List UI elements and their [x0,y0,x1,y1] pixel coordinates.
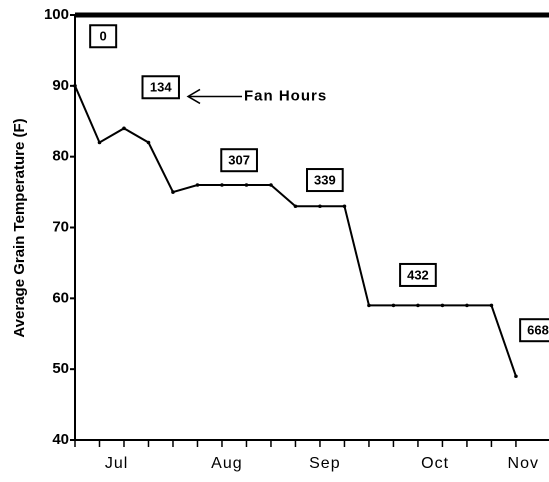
x-tick-label: Oct [421,455,449,472]
data-point [489,303,494,308]
data-point [220,183,224,187]
data-point [122,126,126,131]
label-box [220,148,258,173]
fan-hours-label: 307 [228,153,250,168]
data-point [318,204,322,209]
y-tick-label: 60 [52,289,69,306]
data-point [293,204,298,209]
label-box [306,168,344,193]
label-box [89,24,118,49]
label-box [519,318,549,343]
data-point [391,303,396,308]
data-point [73,84,77,88]
y-tick-label: 70 [52,218,69,235]
data-point [440,303,445,308]
arrow-head [186,88,201,105]
y-tick-label: 50 [52,360,69,377]
x-tick-label: Aug [211,455,242,472]
data-point [195,183,200,187]
data-point [269,183,273,187]
y-tick-label: 80 [52,148,69,165]
fan-hours-label: 339 [314,172,336,187]
fan-hours-label: 432 [407,267,429,282]
fan-hours-label: 668 [527,323,549,338]
y-tick-label: 100 [44,6,69,23]
callout-label: Fan Hours [244,87,327,104]
data-point [416,303,420,308]
data-point [514,374,518,379]
data-point [465,303,469,308]
data-point [171,190,175,194]
fan-hours-label: 134 [150,80,172,95]
data-line [74,85,517,377]
data-point [244,183,249,187]
y-tick-label: 40 [52,431,69,448]
fan-hours-label: 0 [100,29,107,44]
data-point [367,303,371,308]
data-point [97,140,102,145]
x-tick-label: Nov [508,455,539,472]
y-axis-label: Average Grain Temperature (F) [11,118,28,337]
data-point [342,204,347,209]
x-tick-label: Sep [309,455,340,472]
y-tick-label: 90 [52,77,69,94]
label-box [399,262,437,287]
x-tick-label: Jul [105,455,128,472]
label-box [141,75,180,100]
data-point [146,140,151,145]
